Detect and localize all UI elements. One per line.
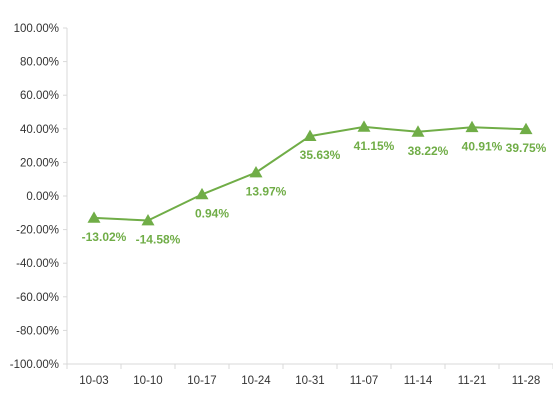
y-tick-label: 80.00%	[20, 57, 59, 69]
x-axis: 10-03 10-10 10-17 10-24 10-31 11-07 11-14 11-21…	[66, 363, 553, 387]
y-tick-label: 60.00%	[20, 90, 59, 102]
x-tick-label: 10-31	[295, 375, 324, 387]
y-axis: 100.00% 80.00% 60.00% 40.00% 20.00% 0.00% -20.…	[10, 23, 68, 371]
data-labels: -13.02% -14.58% 0.94% 13.97% 35.63% 41.15% 38.…	[82, 139, 547, 247]
triangle-marker	[141, 214, 155, 226]
triangle-marker	[357, 120, 371, 132]
x-tick-label: 10-03	[79, 375, 108, 387]
data-label: 40.91%	[462, 139, 503, 153]
data-label: 38.22%	[408, 144, 449, 158]
x-tick-label: 11-14	[404, 375, 433, 387]
data-label: 35.63%	[300, 148, 341, 162]
series-markers	[87, 120, 533, 226]
triangle-marker	[249, 166, 263, 178]
triangle-marker	[411, 125, 425, 137]
x-tick-label: 11-28	[512, 375, 541, 387]
triangle-marker	[465, 120, 479, 133]
y-tick-label: -80.00%	[16, 325, 59, 337]
triangle-marker	[87, 211, 101, 223]
x-tick-label: 11-21	[458, 375, 487, 387]
y-tick-label: -60.00%	[16, 292, 59, 304]
y-tick-label: -20.00%	[16, 225, 59, 237]
y-tick-label: -100.00%	[10, 359, 59, 371]
y-tick-label: -40.00%	[16, 258, 59, 270]
x-tick-label: 10-24	[241, 375, 271, 387]
triangle-marker	[303, 129, 317, 141]
triangle-marker	[195, 187, 209, 200]
data-label: 13.97%	[246, 185, 287, 199]
y-tick-label: 20.00%	[20, 157, 59, 169]
triangle-marker	[519, 122, 533, 135]
data-label: 0.94%	[195, 206, 229, 220]
y-tick-label: 0.00%	[26, 191, 59, 203]
data-label: 39.75%	[506, 141, 547, 155]
data-label: -14.58%	[136, 232, 181, 246]
data-label: 41.15%	[354, 139, 395, 153]
y-tick-label: 100.00%	[14, 23, 59, 35]
x-tick-label: 11-07	[350, 375, 379, 387]
data-label: -13.02%	[82, 230, 127, 244]
x-tick-label: 10-10	[133, 375, 162, 387]
y-tick-label: 40.00%	[20, 124, 59, 136]
x-tick-label: 10-17	[187, 375, 216, 387]
